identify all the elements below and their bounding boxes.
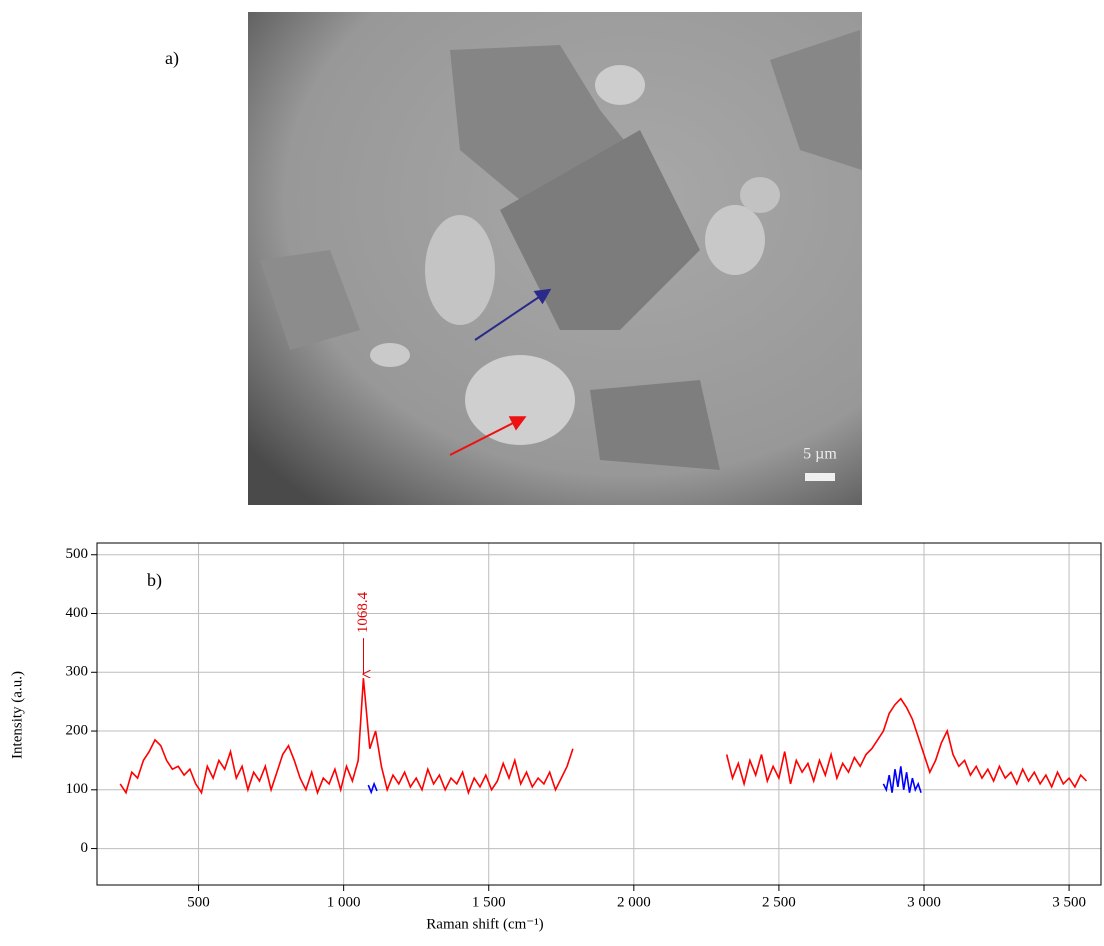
x-tick-label: 1 000 bbox=[327, 894, 361, 910]
annotation-label: 1068.4 bbox=[355, 591, 371, 633]
x-tick-label: 3 500 bbox=[1052, 894, 1086, 910]
y-tick-label: 300 bbox=[66, 664, 89, 680]
y-axis-title: Intensity (a.u.) bbox=[9, 671, 25, 759]
y-tick-label: 100 bbox=[66, 781, 89, 797]
x-tick-label: 2 000 bbox=[617, 894, 651, 910]
y-tick-label: 400 bbox=[66, 605, 89, 621]
x-axis-title: Raman shift (cm⁻¹) bbox=[426, 916, 543, 932]
scale-label: 5 µm bbox=[803, 446, 837, 463]
x-tick-label: 3 000 bbox=[907, 894, 941, 910]
series-line bbox=[367, 766, 922, 795]
panel-label: b) bbox=[147, 570, 162, 591]
x-tick-label: 1 500 bbox=[472, 894, 506, 910]
x-tick-label: 500 bbox=[187, 894, 210, 910]
panel-label: a) bbox=[165, 48, 179, 69]
x-tick-label: 2 500 bbox=[762, 894, 796, 910]
y-tick-label: 500 bbox=[66, 546, 89, 562]
series-line bbox=[119, 678, 1088, 796]
y-tick-label: 200 bbox=[66, 722, 89, 738]
micrograph: 5 µm bbox=[248, 12, 862, 505]
y-tick-label: 0 bbox=[81, 840, 89, 856]
plot-frame bbox=[96, 542, 1102, 886]
